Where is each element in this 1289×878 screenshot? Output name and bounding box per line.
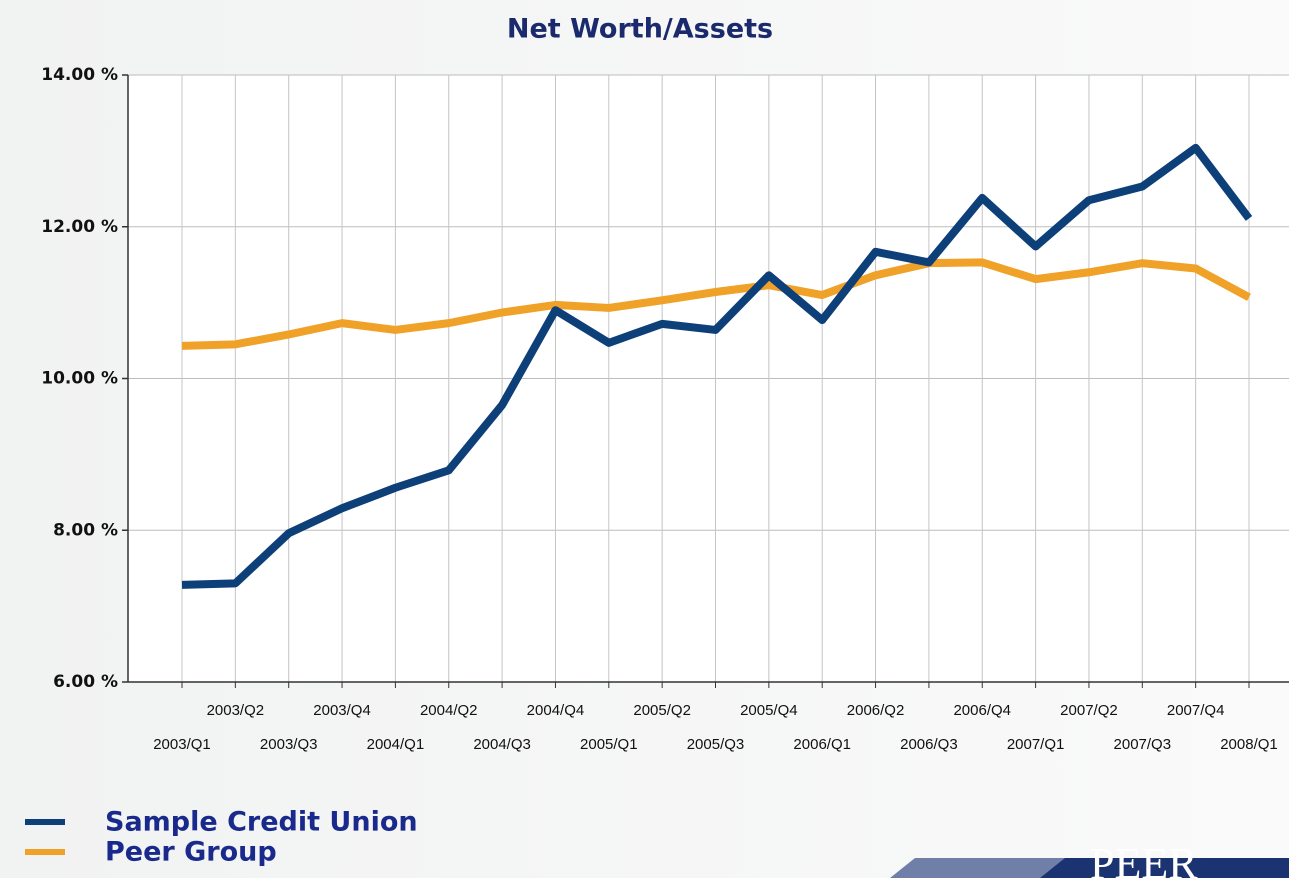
x-tick-label: 2003/Q2 [207, 702, 265, 719]
x-tick-label: 2005/Q2 [633, 702, 691, 719]
x-tick-label: 2004/Q2 [420, 702, 478, 719]
y-tick-label: 14.00 % [41, 65, 118, 85]
logo-shape [1040, 858, 1289, 878]
x-tick-label: 2006/Q1 [793, 736, 851, 753]
y-tick-label: 6.00 % [53, 672, 118, 692]
x-tick-label: 2005/Q1 [580, 736, 638, 753]
chart-title: Net Worth/Assets [507, 14, 773, 45]
series-line [181, 258, 1251, 350]
x-tick-label: 2007/Q3 [1114, 736, 1172, 753]
x-tick-label: 2003/Q4 [313, 702, 371, 719]
x-tick-label: 2007/Q1 [1007, 736, 1065, 753]
x-tick-label: 2006/Q2 [847, 702, 905, 719]
y-tick-label: 10.00 % [41, 369, 118, 389]
x-tick-label: 2004/Q4 [527, 702, 585, 719]
y-tick-label: 8.00 % [53, 520, 118, 540]
x-tick-label: 2004/Q3 [473, 736, 531, 753]
x-tick-label: 2003/Q1 [153, 736, 211, 753]
x-tick-label: 2006/Q4 [953, 702, 1011, 719]
x-tick-label: 2006/Q3 [900, 736, 958, 753]
x-tick-label: 2005/Q3 [687, 736, 745, 753]
x-tick-label: 2005/Q4 [740, 702, 798, 719]
logo-text: PEER [1090, 839, 1198, 878]
y-tick-label: 12.00 % [41, 217, 118, 237]
series-line [181, 143, 1253, 589]
legend-label: Peer Group [105, 837, 277, 868]
x-tick-label: 2004/Q1 [367, 736, 425, 753]
x-tick-label: 2007/Q2 [1060, 702, 1118, 719]
x-tick-label: 2003/Q3 [260, 736, 318, 753]
x-tick-label: 2008/Q1 [1220, 736, 1278, 753]
x-tick-label: 2007/Q4 [1167, 702, 1225, 719]
legend-label: Sample Credit Union [105, 807, 418, 838]
